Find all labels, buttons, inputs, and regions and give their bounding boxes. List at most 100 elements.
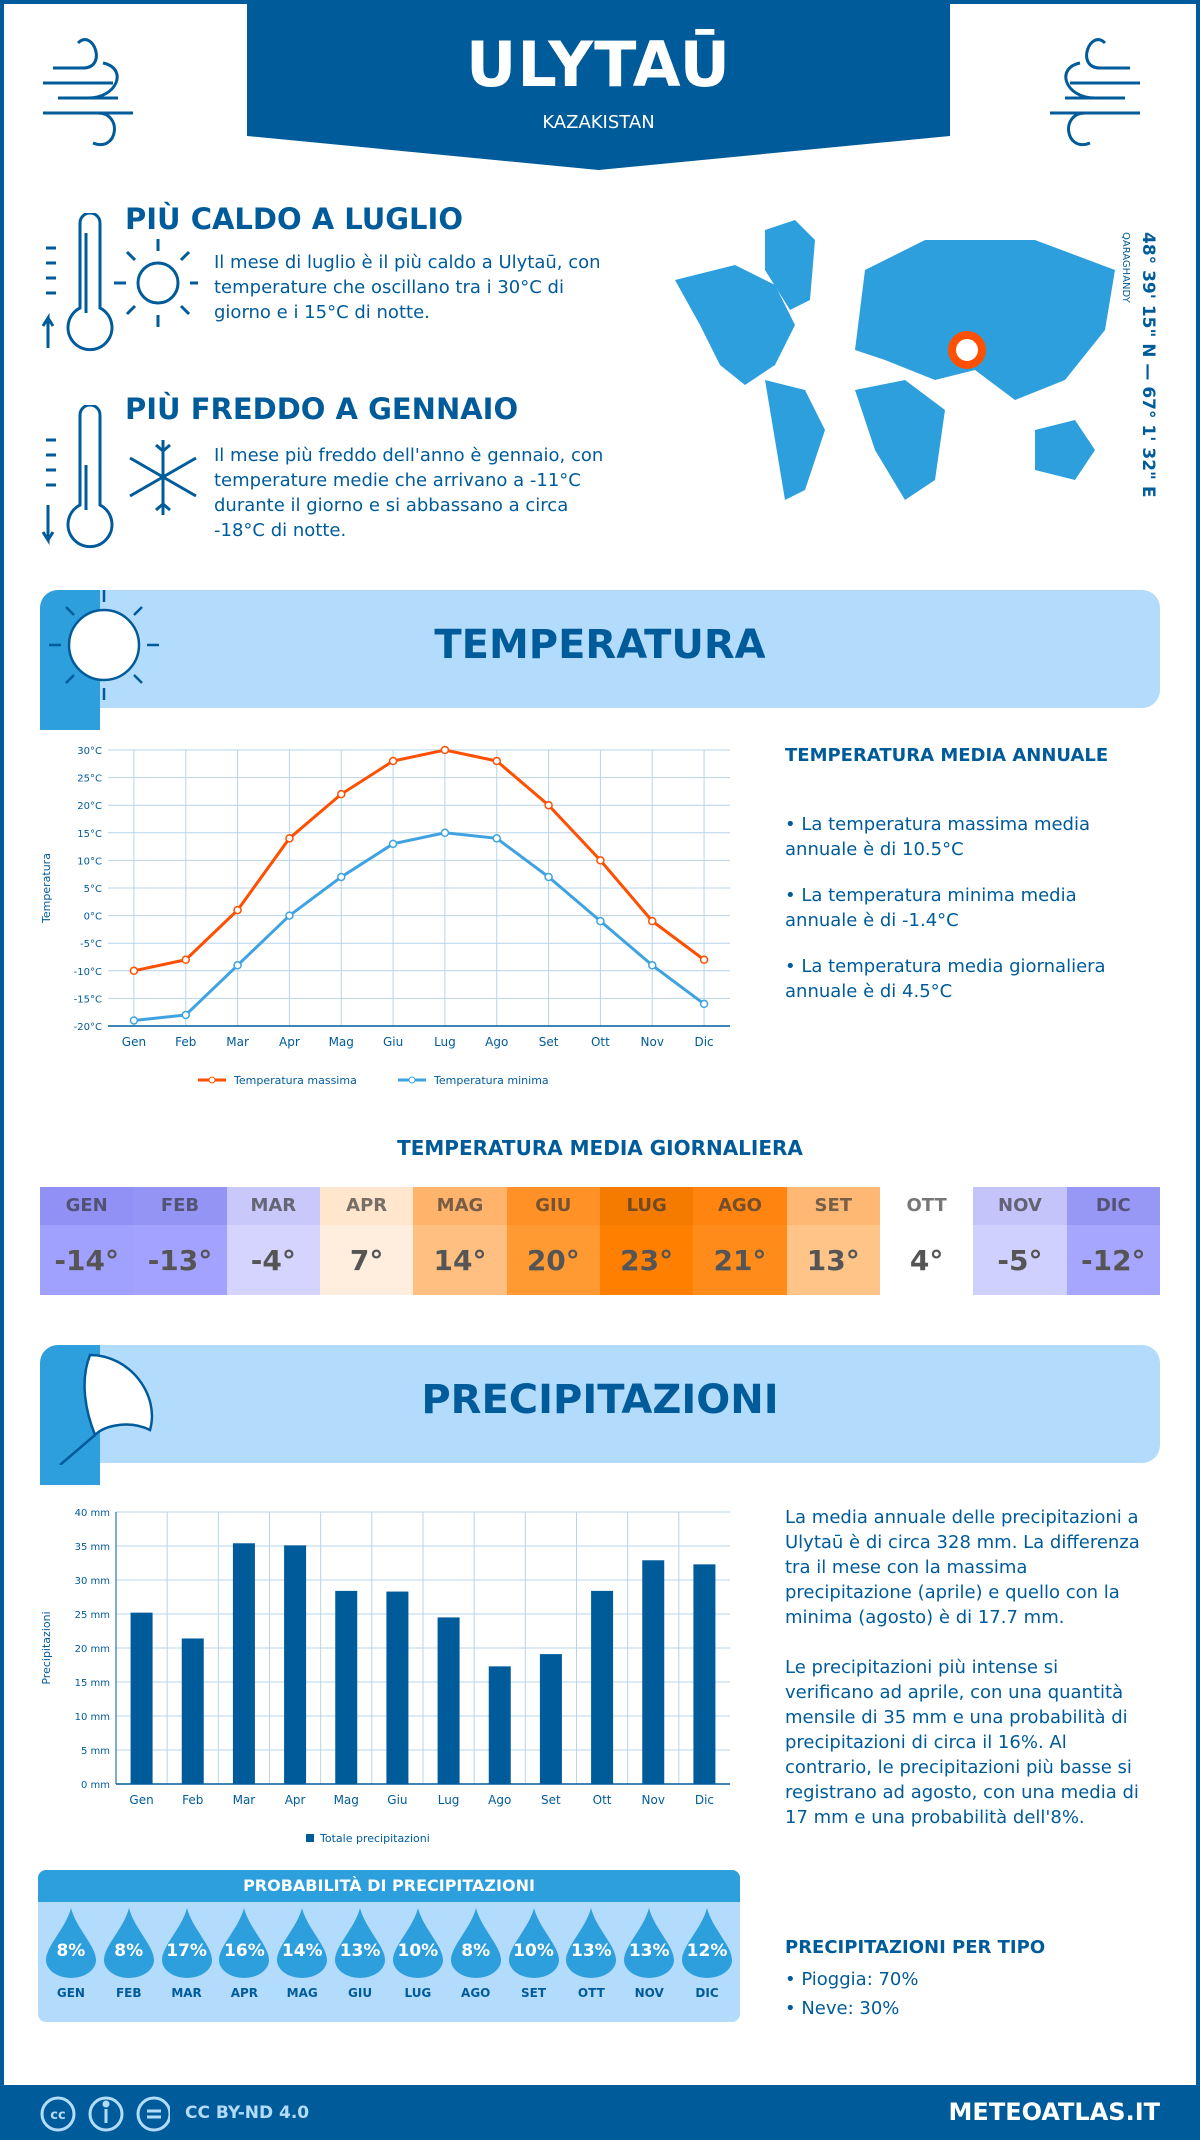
precipitation-chart: 0 mm 5 mm 10 mm 15 mm 20 mm 25 mm 30 mm 35 mm 40… [40, 1508, 730, 1845]
legend-swatch [306, 1834, 314, 1842]
month-label: GEN [56, 1986, 85, 2000]
sun-icon [49, 590, 159, 700]
prob-drop: 8% AGO [450, 1908, 502, 2000]
x-tick-label: Giu [387, 1793, 407, 1807]
raindrop-icon [392, 1908, 443, 1978]
data-point [440, 745, 450, 755]
world-map [675, 220, 1115, 500]
precip-probability-box: PROBABILITÀ DI PRECIPITAZIONI 8% GEN 8% FEB… [38, 1870, 740, 2022]
prob-value: 10% [513, 1941, 554, 1961]
month-label: GEN [40, 1187, 134, 1225]
prob-value: 8% [461, 1941, 491, 1961]
wind-icon [43, 38, 133, 147]
x-tick-label: Mag [329, 1035, 354, 1049]
hot-title: PIÙ CALDO A LUGLIO [125, 202, 463, 236]
precip-bar [284, 1545, 307, 1784]
precip-type-snow: • Neve: 30% [785, 1998, 900, 2019]
x-tick-label: Set [539, 1035, 559, 1049]
x-tick-label: Giu [383, 1035, 403, 1049]
data-point [699, 955, 709, 965]
thermometer-cold-icon [41, 405, 197, 549]
temp-bullet: • La temperatura minima media annuale è … [785, 885, 1077, 931]
data-point [181, 1010, 190, 1020]
daily-temp-cell: SET 13° [786, 1187, 880, 1295]
data-point [388, 839, 398, 849]
temp-value: 14° [413, 1225, 507, 1295]
raindrop-icon [277, 1908, 328, 1978]
wind-icon [1050, 38, 1140, 147]
temp-value: 7° [319, 1225, 414, 1295]
raindrop-icon [45, 1908, 96, 1978]
license-text: CC BY-ND 4.0 [185, 2103, 310, 2123]
temp-bullet: • La temperatura massima media annuale è… [785, 814, 1091, 860]
prob-drop: 8% FEB [103, 1908, 155, 2000]
y-tick-label: 25°C [77, 774, 102, 785]
month-label: DIC [1066, 1187, 1160, 1225]
x-tick-label: Ago [488, 1793, 511, 1807]
month-label: APR [230, 1986, 259, 2000]
legend-label: Temperatura minima [433, 1074, 549, 1087]
prob-drop: 10% SET [508, 1908, 560, 2000]
precip-bar [232, 1543, 255, 1784]
month-label: MAG [286, 1986, 318, 2000]
raindrop-icon [161, 1908, 212, 1978]
series-line [133, 748, 705, 973]
month-label: NOV [634, 1986, 664, 2000]
daily-temp-cell: LUG 23° [599, 1187, 694, 1295]
prob-drop: 12% DIC [681, 1908, 733, 2000]
prob-value: 17% [166, 1941, 207, 1961]
month-label: OTT [879, 1187, 974, 1225]
data-point [233, 905, 242, 915]
daily-temp-cell: AGO 21° [693, 1187, 787, 1295]
precip-bar [181, 1638, 204, 1784]
daily-temp-cell: OTT 4° [879, 1187, 974, 1295]
precip-paragraph: Le precipitazioni più intense si verific… [785, 1657, 1139, 1828]
prob-drop: 8% GEN [45, 1908, 97, 2000]
cold-title: PIÙ FREDDO A GENNAIO [125, 392, 519, 426]
y-tick-label: 0 mm [81, 1780, 110, 1791]
precipitation-banner [40, 1345, 1160, 1485]
month-label: NOV [973, 1187, 1067, 1225]
prob-drop: 16% APR [218, 1908, 270, 2000]
data-point [648, 916, 657, 926]
prob-value: 13% [571, 1941, 612, 1961]
data-point [337, 789, 346, 799]
x-tick-label: Apr [279, 1035, 300, 1049]
x-tick-label: Ott [591, 1035, 610, 1049]
thermometer-hot-icon [41, 213, 198, 352]
y-tick-label: 40 mm [75, 1508, 110, 1519]
y-tick-label: -20°C [74, 1022, 102, 1033]
brand-link[interactable]: METEOATLAS.IT [948, 2098, 1160, 2126]
month-label: GIU [506, 1187, 600, 1225]
raindrop-icon [566, 1908, 617, 1978]
series-line [133, 831, 705, 1022]
y-tick-label: 15 mm [75, 1678, 110, 1689]
data-point [492, 834, 501, 843]
data-point [285, 834, 294, 843]
prob-drop: 17% MAR [161, 1908, 213, 2000]
y-tick-label: -15°C [74, 994, 102, 1005]
raindrop-icon [103, 1908, 154, 1978]
cold-text: Il mese più freddo dell'anno è gennaio, … [214, 445, 604, 541]
data-point [492, 756, 501, 766]
daily-temp-cell: GIU 20° [506, 1187, 600, 1295]
month-label: MAG [413, 1187, 507, 1225]
month-label: MAR [171, 1986, 202, 2000]
daily-temp-cell: GEN -14° [40, 1187, 134, 1295]
data-point [596, 856, 605, 865]
y-tick-label: 0°C [84, 912, 102, 923]
raindrop-icon [335, 1908, 386, 1978]
prob-value: 12% [686, 1941, 728, 1961]
temp-value: 21° [693, 1225, 787, 1295]
x-tick-label: Nov [642, 1793, 665, 1807]
prob-value: 13% [339, 1941, 381, 1961]
x-tick-label: Dic [695, 1793, 714, 1807]
temp-value: -13° [133, 1225, 227, 1295]
month-label: OTT [577, 1986, 605, 2000]
legend-label: Temperatura massima [233, 1074, 357, 1087]
data-point [440, 828, 450, 838]
prob-value: 8% [114, 1941, 144, 1961]
x-tick-label: Mar [226, 1035, 249, 1049]
data-point [337, 872, 346, 882]
legend-label: Totale precipitazioni [319, 1832, 430, 1845]
